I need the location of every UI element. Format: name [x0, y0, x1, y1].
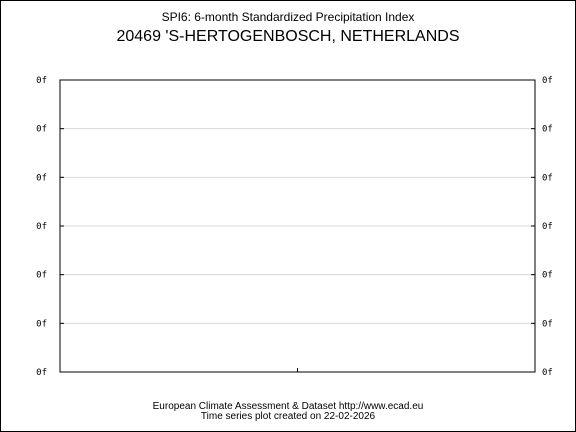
y-tick-label-left: 0f	[36, 271, 47, 281]
y-tick-label-right: 0f	[542, 173, 553, 183]
chart-title: SPI6: 6-month Standardized Precipitation…	[161, 10, 415, 24]
y-tick-label-right: 0f	[542, 368, 553, 378]
y-tick-label-left: 0f	[36, 319, 47, 329]
y-tick-label-left: 0f	[36, 368, 47, 378]
y-tick-label-left: 0f	[36, 222, 47, 232]
y-tick-label-right: 0f	[542, 222, 553, 232]
y-tick-label-right: 0f	[542, 271, 553, 281]
y-tick-label-left: 0f	[36, 76, 47, 86]
footer-source: European Climate Assessment & Dataset ht…	[152, 401, 424, 412]
y-tick-label-right: 0f	[542, 125, 553, 135]
station-title: 20469 'S-HERTOGENBOSCH, NETHERLANDS	[116, 28, 460, 45]
footer-created: Time series plot created on 22-02-2026	[200, 411, 376, 422]
plot-area	[59, 79, 536, 373]
y-tick-label-left: 0f	[36, 125, 47, 135]
y-tick-label-right: 0f	[542, 76, 553, 86]
y-tick-label-left: 0f	[36, 173, 47, 183]
y-tick-label-right: 0f	[542, 319, 553, 329]
